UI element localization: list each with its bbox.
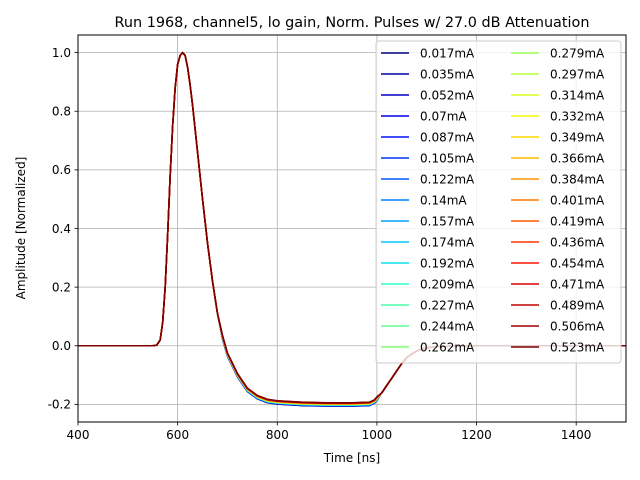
legend-label: 0.14mA [420, 193, 467, 207]
legend-label: 0.506mA [550, 319, 605, 333]
legend-label: 0.227mA [420, 298, 475, 312]
y-tick-label: -0.2 [48, 398, 71, 412]
x-tick-label: 400 [67, 428, 90, 442]
legend-label: 0.419mA [550, 214, 605, 228]
legend-label: 0.471mA [550, 277, 605, 291]
y-tick-label: 0.4 [52, 222, 71, 236]
x-tick-label: 800 [266, 428, 289, 442]
y-tick-label: 0.6 [52, 163, 71, 177]
legend-label: 0.052mA [420, 88, 475, 102]
x-tick-label: 1000 [362, 428, 393, 442]
legend-label: 0.262mA [420, 340, 475, 354]
legend-label: 0.297mA [550, 67, 605, 81]
legend-label: 0.384mA [550, 172, 605, 186]
y-axis-label: Amplitude [Normalized] [14, 157, 28, 300]
legend-label: 0.279mA [550, 46, 605, 60]
legend-label: 0.454mA [550, 256, 605, 270]
legend-label: 0.489mA [550, 298, 605, 312]
x-tick-label: 1400 [561, 428, 592, 442]
x-axis-label: Time [ns] [323, 451, 380, 465]
x-axis-ticks: 400 600 800 1000 1200 1400 [67, 422, 592, 442]
legend-label: 0.122mA [420, 172, 475, 186]
legend-label: 0.087mA [420, 130, 475, 144]
y-tick-label: 0.8 [52, 105, 71, 119]
legend-label: 0.157mA [420, 214, 475, 228]
legend-label: 0.332mA [550, 109, 605, 123]
legend-label: 0.523mA [550, 340, 605, 354]
legend-label: 0.035mA [420, 67, 475, 81]
legend-label: 0.314mA [550, 88, 605, 102]
legend-label: 0.192mA [420, 256, 475, 270]
y-tick-label: 0.2 [52, 280, 71, 294]
legend-label: 0.244mA [420, 319, 475, 333]
legend-label: 0.401mA [550, 193, 605, 207]
chart-title: Run 1968, channel5, lo gain, Norm. Pulse… [115, 15, 590, 31]
legend-box [375, 40, 622, 364]
y-tick-label: 1.0 [52, 46, 71, 60]
legend-label: 0.017mA [420, 46, 475, 60]
legend-label: 0.07mA [420, 109, 467, 123]
legend-label: 0.209mA [420, 277, 475, 291]
y-axis-ticks: -0.2 0.0 0.2 0.4 0.6 0.8 1.0 [48, 46, 78, 412]
legend-label: 0.349mA [550, 130, 605, 144]
legend-label: 0.174mA [420, 235, 475, 249]
legend: 0.017mA 0.035mA 0.052mA 0.07mA 0.087mA 0.105m… [375, 40, 622, 364]
legend-label: 0.105mA [420, 151, 475, 165]
y-tick-label: 0.0 [52, 339, 71, 353]
legend-label: 0.436mA [550, 235, 605, 249]
x-tick-label: 1200 [461, 428, 492, 442]
x-tick-label: 600 [166, 428, 189, 442]
legend-label: 0.366mA [550, 151, 605, 165]
